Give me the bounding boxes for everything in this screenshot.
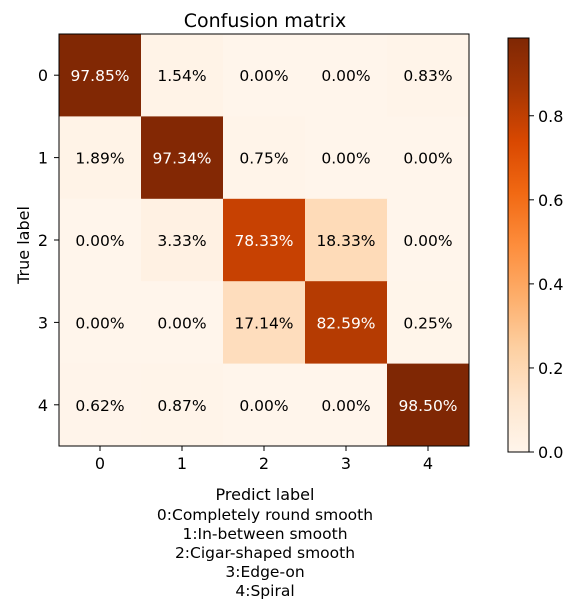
- heatmap-cell: [141, 281, 224, 365]
- cell-value-label: 0.00%: [239, 67, 288, 85]
- heatmap-cell: [305, 116, 388, 200]
- colorbar-tick-label: 0.2: [538, 359, 563, 378]
- chart-title: Confusion matrix: [184, 10, 346, 32]
- colorbar: 0.0 0.2 0.4 0.6 0.8: [507, 37, 563, 462]
- x-axis-label: Predict label: [216, 485, 315, 504]
- heatmap-cell: [141, 34, 224, 117]
- class-legend-line: 2:Cigar-shaped smooth: [175, 544, 355, 562]
- cell-value-label: 0.00%: [403, 232, 452, 250]
- cell-value-label: 0.00%: [75, 314, 124, 332]
- cell-value-label: 97.34%: [152, 150, 211, 168]
- colorbar-gradient: [507, 37, 530, 453]
- heatmap-cell: [59, 281, 142, 365]
- x-tick-label: 3: [341, 454, 351, 473]
- x-tick-label: 1: [177, 454, 187, 473]
- x-axis-ticks: 0 1 2 3 4: [95, 446, 433, 473]
- heatmap-cell: [223, 198, 306, 282]
- cell-value-label: 97.85%: [70, 67, 129, 85]
- heatmap-cell: [59, 34, 142, 117]
- cell-value-label: 0.00%: [403, 150, 452, 168]
- heatmap-cell: [141, 198, 224, 282]
- cell-value-label: 18.33%: [316, 232, 375, 250]
- y-tick-label: 4: [38, 396, 48, 415]
- cell-value-label: 0.62%: [75, 397, 124, 415]
- cell-value-label: 98.50%: [398, 397, 457, 415]
- colorbar-tick-label: 0.4: [538, 275, 563, 294]
- heatmap-cell: [223, 116, 306, 200]
- colorbar-tick-label: 0.6: [538, 191, 563, 210]
- cell-value-label: 78.33%: [234, 232, 293, 250]
- cell-value-label: 17.14%: [234, 314, 293, 332]
- cell-value-label: 1.89%: [75, 150, 124, 168]
- y-axis-label: True label: [14, 206, 33, 285]
- heatmap-cell: [141, 116, 224, 200]
- heatmap-cell: [305, 34, 388, 117]
- heatmap-cell: [305, 198, 388, 282]
- cell-value-label: 82.59%: [316, 314, 375, 332]
- heatmap-cell: [305, 363, 388, 447]
- cell-value-label: 0.00%: [157, 314, 206, 332]
- cell-value-label: 1.54%: [157, 67, 206, 85]
- cell-value-label: 3.33%: [157, 232, 206, 250]
- heatmap-cell: [305, 281, 388, 365]
- cell-value-label: 0.00%: [239, 397, 288, 415]
- heatmap-cell: [223, 34, 306, 117]
- heatmap-cell: [387, 116, 470, 200]
- heatmap-cell: [387, 198, 470, 282]
- class-legend-line: 0:Completely round smooth: [157, 506, 373, 524]
- cell-value-label: 0.75%: [239, 150, 288, 168]
- colorbar-tick-label: 0.8: [538, 107, 563, 126]
- y-tick-label: 3: [38, 313, 48, 332]
- x-tick-label: 0: [95, 454, 105, 473]
- cell-value-label: 0.87%: [157, 397, 206, 415]
- cell-value-label: 0.00%: [321, 150, 370, 168]
- heatmap-cells: 97.85% 1.54% 0.00% 0.00% 0.83% 1.89% 97.34% 0.7…: [58, 33, 470, 447]
- y-tick-label: 0: [38, 66, 48, 85]
- y-tick-label: 2: [38, 231, 48, 250]
- y-tick-label: 1: [38, 149, 48, 168]
- x-tick-label: 4: [423, 454, 433, 473]
- cell-value-label: 0.83%: [403, 67, 452, 85]
- cell-value-label: 0.00%: [75, 232, 124, 250]
- class-legend-line: 4:Spiral: [235, 582, 294, 600]
- x-tick-label: 2: [259, 454, 269, 473]
- class-legend-line: 1:In-between smooth: [182, 525, 347, 543]
- heatmap-cell: [387, 281, 470, 365]
- cell-value-label: 0.00%: [321, 67, 370, 85]
- class-legend-line: 3:Edge-on: [225, 563, 304, 581]
- heatmap-cell: [141, 363, 224, 447]
- heatmap-cell: [387, 363, 470, 447]
- heatmap-cell: [59, 363, 142, 447]
- heatmap-cell: [387, 34, 470, 117]
- heatmap-cell: [223, 281, 306, 365]
- heatmap-cell: [59, 116, 142, 200]
- heatmap-cell: [223, 363, 306, 447]
- y-axis-ticks: 0 1 2 3 4: [38, 66, 59, 415]
- heatmap-cell: [59, 198, 142, 282]
- cell-value-label: 0.00%: [321, 397, 370, 415]
- cell-value-label: 0.25%: [403, 314, 452, 332]
- colorbar-tick-label: 0.0: [538, 443, 563, 462]
